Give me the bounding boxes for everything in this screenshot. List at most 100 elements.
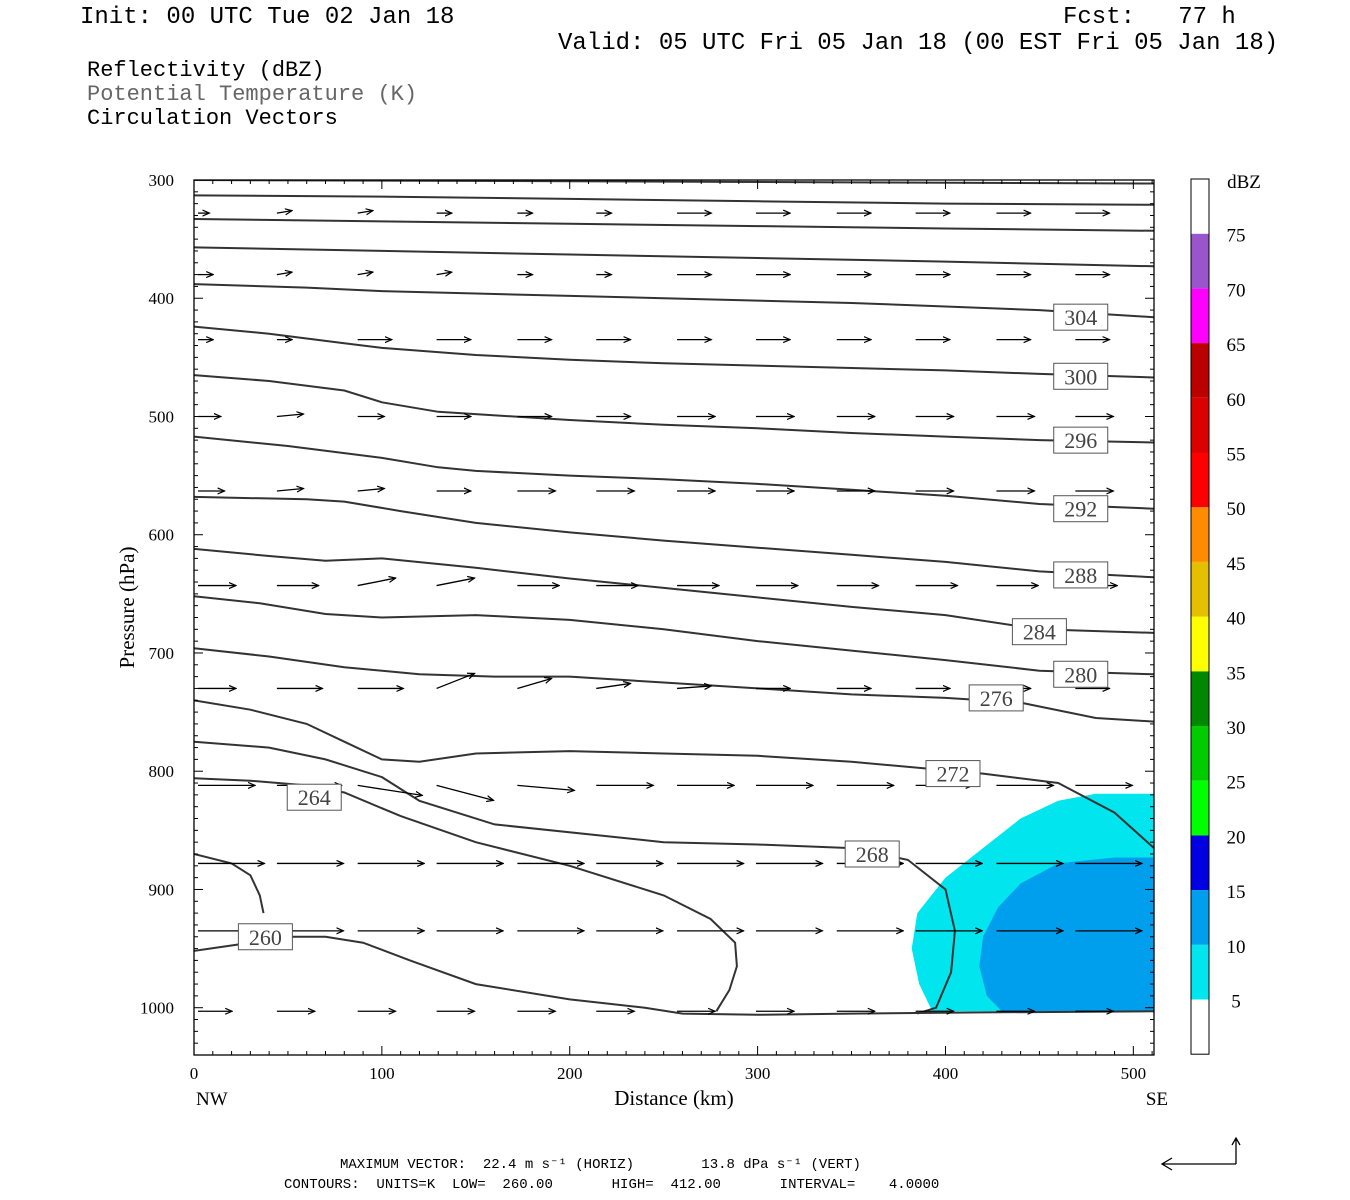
- reflectivity-10-dbz-region: [979, 857, 1154, 1012]
- y-tick-label: 300: [149, 171, 175, 190]
- contour-label-304: 304: [1064, 305, 1097, 330]
- forecast-hour: Fcst: 77 h: [1063, 4, 1236, 31]
- circulation-vector: [357, 488, 385, 491]
- colorbar-label: 70: [1227, 280, 1246, 301]
- contour-label-box-292: [1053, 495, 1109, 523]
- colorbar-label: 30: [1227, 718, 1246, 739]
- theta-contour-308: [194, 246, 1154, 268]
- contour-label-box-280: [1053, 660, 1109, 688]
- colorbar-segment: [1191, 780, 1209, 836]
- circulation-vector: [276, 414, 304, 417]
- circulation-vector: [357, 784, 423, 795]
- contour-label-box-260: [237, 923, 293, 951]
- colorbar-segment: [1191, 343, 1209, 398]
- reference-vector-horizontal: [1160, 1157, 1236, 1171]
- colorbar-segment: [1191, 288, 1209, 344]
- colorbar-segment: [1191, 726, 1209, 781]
- colorbar-segment-below-5: [1191, 999, 1209, 1055]
- y-tick-label: 600: [149, 526, 175, 545]
- colorbar-label: 60: [1227, 390, 1246, 411]
- x-tick-label: 300: [745, 1064, 771, 1083]
- max-vector-note: MAXIMUM VECTOR: 22.4 m s⁻¹ (HORIZ) 13.8 …: [340, 1157, 861, 1173]
- contour-label-296: 296: [1064, 428, 1097, 453]
- y-tick-label: 900: [149, 880, 175, 899]
- theta-contour-280: [194, 595, 1154, 676]
- colorbar-label: 20: [1227, 827, 1246, 848]
- contour-label-box-268: [844, 840, 900, 868]
- colorbar-label: 35: [1227, 663, 1246, 684]
- x-end-label-se: SE: [1146, 1089, 1168, 1110]
- theta-contour-316: [194, 194, 1154, 206]
- colorbar-title: dBZ: [1227, 172, 1261, 193]
- x-tick-label: 400: [933, 1064, 959, 1083]
- colorbar-label: 25: [1227, 773, 1246, 794]
- circulation-vector: [276, 211, 292, 214]
- field-theta: Potential Temperature (K): [87, 82, 418, 107]
- y-tick-label: 400: [149, 289, 175, 308]
- y-tick-label: 500: [149, 407, 175, 426]
- circulation-vector: [677, 686, 711, 689]
- reference-vector-vertical: [1231, 1136, 1241, 1164]
- contour-label-276: 276: [980, 686, 1013, 711]
- circulation-vector: [517, 678, 551, 690]
- theta-contour-284: [194, 547, 1154, 634]
- contour-label-box-300: [1053, 362, 1109, 390]
- theta-contour-268: [194, 740, 956, 1015]
- circulation-vector: [517, 784, 574, 790]
- colorbar-label: 10: [1227, 937, 1246, 958]
- theta-contour-264: [194, 777, 738, 1012]
- contour-label-260: 260: [249, 925, 282, 950]
- y-tick-label: 800: [149, 762, 175, 781]
- x-tick-label: 100: [369, 1064, 395, 1083]
- colorbar-label: 45: [1227, 554, 1246, 575]
- contour-label-264: 264: [298, 785, 331, 810]
- circulation-vector: [436, 673, 475, 690]
- x-axis-title: Distance (km): [614, 1086, 734, 1110]
- contour-label-288: 288: [1064, 563, 1097, 588]
- theta-contour-300: [194, 325, 1154, 379]
- circulation-vector: [357, 578, 396, 587]
- colorbar-frame: [1190, 178, 1210, 1055]
- theta-contour-312: [194, 218, 1154, 232]
- contour-label-292: 292: [1064, 497, 1097, 522]
- colorbar-segment: [1191, 233, 1209, 289]
- contour-label-272: 272: [936, 762, 969, 787]
- contour-label-280: 280: [1064, 662, 1097, 687]
- contour-label-284: 284: [1023, 620, 1056, 645]
- field-reflectivity: Reflectivity (dBZ): [87, 58, 325, 83]
- circulation-vector: [436, 578, 475, 587]
- contour-label-box-296: [1053, 426, 1109, 454]
- circulation-vector: [436, 784, 494, 800]
- colorbar-label: 15: [1227, 882, 1246, 903]
- colorbar-segment: [1191, 452, 1209, 508]
- contour-label-box-264: [286, 783, 342, 811]
- colorbar-segment: [1191, 507, 1209, 562]
- colorbar-segment: [1191, 616, 1209, 672]
- circulation-vector: [436, 272, 452, 275]
- theta-contour-260: [194, 935, 1154, 1016]
- valid-time: Valid: 05 UTC Fri 05 Jan 18 (00 EST Fri …: [558, 30, 1279, 57]
- colorbar-label: 55: [1227, 445, 1246, 466]
- theta-contour-264: [194, 853, 265, 914]
- circulation-vector: [596, 683, 630, 690]
- circulation-vector: [276, 488, 304, 491]
- circulation-vector: [357, 272, 373, 275]
- x-end-label-nw: NW: [196, 1089, 228, 1110]
- y-tick-label: 1000: [140, 999, 174, 1018]
- colorbar-segment-above-75: [1191, 179, 1209, 234]
- theta-contour-296: [194, 374, 1154, 444]
- x-tick-label: 200: [557, 1064, 583, 1083]
- init-time: Init: 00 UTC Tue 02 Jan 18: [80, 4, 455, 31]
- field-vectors: Circulation Vectors: [87, 106, 338, 131]
- contour-label-box-288: [1053, 561, 1109, 589]
- colorbar-segment: [1191, 944, 1209, 1000]
- contour-label-box-272: [925, 760, 981, 788]
- contour-label-268: 268: [856, 842, 889, 867]
- circulation-vector: [276, 272, 292, 275]
- colorbar-label: 50: [1227, 499, 1246, 520]
- theta-contour-288: [194, 495, 1154, 579]
- contour-label-300: 300: [1064, 364, 1097, 389]
- x-tick-label: 0: [190, 1064, 199, 1083]
- x-tick-label: 500: [1121, 1064, 1147, 1083]
